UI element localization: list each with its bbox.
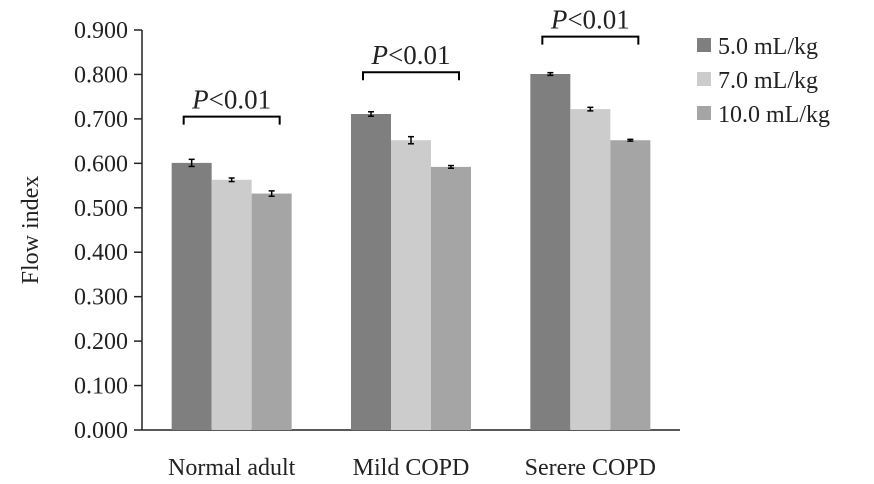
p-value: <0.01	[209, 85, 271, 115]
p-value: <0.01	[567, 5, 629, 35]
y-tick-label: 0.600	[74, 151, 128, 177]
bar	[530, 74, 571, 430]
significance-bracket	[182, 115, 281, 125]
p-symbol: P	[371, 40, 389, 70]
y-tick-label: 0.700	[74, 107, 128, 133]
y-axis-title: Flow index	[18, 176, 44, 285]
significance-label: P<0.01	[191, 85, 271, 115]
x-category-label: Mild COPD	[353, 455, 470, 481]
legend: 5.0 mL/kg 7.0 mL/kg 10.0 mL/kg	[697, 34, 830, 128]
y-tick-label: 0.100	[74, 374, 128, 400]
significance-bracket	[541, 35, 640, 45]
bar	[610, 140, 651, 430]
y-tick-label: 0.300	[74, 285, 128, 311]
bar	[251, 193, 292, 430]
significance-bracket	[362, 71, 460, 81]
y-tick-label: 0.500	[74, 196, 128, 222]
y-tick-label: 0.900	[74, 18, 128, 44]
x-category-label: Serere COPD	[525, 455, 656, 481]
bar	[391, 140, 431, 430]
p-value: <0.01	[388, 40, 450, 70]
bar	[351, 114, 391, 430]
legend-label: 10.0 mL/kg	[718, 102, 830, 128]
y-tick-label: 0.000	[74, 418, 128, 444]
bar	[171, 162, 212, 430]
y-tick-label: 0.200	[74, 329, 128, 355]
legend-swatch	[697, 106, 711, 120]
y-tick-label: 0.400	[74, 240, 128, 266]
legend-label: 7.0 mL/kg	[718, 68, 818, 94]
y-tick-label: 0.800	[74, 62, 128, 88]
significance-label: P<0.01	[371, 40, 451, 70]
legend-swatch	[697, 38, 711, 52]
p-symbol: P	[191, 85, 209, 115]
bar	[431, 166, 471, 430]
x-axis: Normal adult Mild COPD Serere COPD	[142, 429, 680, 481]
legend-label: 5.0 mL/kg	[718, 34, 818, 60]
x-category-label: Normal adult	[168, 455, 296, 481]
y-axis: 0.000 0.100 0.200 0.300 0.400 0.500 0.600 0.700…	[74, 18, 143, 444]
bar	[570, 109, 611, 430]
bar	[211, 179, 252, 430]
p-symbol: P	[550, 5, 568, 35]
significance-label: P<0.01	[550, 5, 630, 35]
significance-annotations: P<0.01P<0.01P<0.01	[182, 5, 640, 125]
bars	[171, 71, 651, 430]
legend-swatch	[697, 72, 711, 86]
